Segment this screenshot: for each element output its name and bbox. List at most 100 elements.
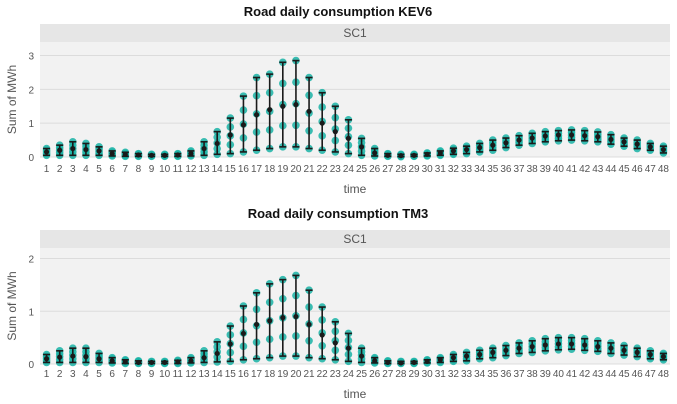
x-tick-label: 39 [540,369,552,380]
x-tick-label: 5 [96,164,102,175]
x-tick-label: 40 [553,369,565,380]
x-tick-label: 33 [461,369,473,380]
mean-point [358,353,365,359]
x-tick-label: 24 [343,164,355,175]
facet-strip [40,230,670,248]
x-tick-label: 19 [277,164,289,175]
x-tick-label: 14 [212,164,224,175]
mean-point [555,132,562,138]
x-tick-label: 32 [448,369,460,380]
mean-point [332,340,338,346]
x-tick-label: 4 [83,369,89,380]
x-tick-label: 46 [632,164,644,175]
mean-point [267,107,273,113]
y-axis-label: Sum of MWh [5,65,19,134]
x-tick-label: 21 [304,369,316,380]
mean-point [70,353,76,359]
mean-point [490,349,496,355]
mean-point [43,356,50,362]
mean-point [70,145,76,152]
mean-point [201,145,207,152]
x-tick-label: 40 [553,164,565,175]
mean-point [411,359,417,366]
mean-point [477,144,483,151]
mean-point [280,103,286,109]
x-tick-label: 28 [395,164,407,175]
mean-point [83,354,89,360]
x-tick-label: 38 [527,369,539,380]
mean-point [647,351,653,358]
mean-point [57,147,63,153]
mean-point [372,358,378,364]
x-tick-label: 46 [632,369,644,380]
x-tick-label: 48 [658,164,670,175]
mean-point [529,135,535,141]
x-tick-label: 20 [290,369,302,380]
x-tick-label: 29 [409,369,421,380]
mean-point [319,120,325,126]
x-tick-label: 3 [70,369,76,380]
mean-point [398,153,404,159]
x-tick-label: 45 [619,164,631,175]
mean-point [358,144,365,150]
x-tick-label: 45 [619,369,631,380]
mean-point [437,150,443,156]
mean-point [477,351,483,358]
mean-point [372,150,378,156]
mean-point [463,146,470,153]
mean-point [621,139,627,145]
mean-point [148,359,155,366]
mean-point [227,132,233,138]
mean-point [345,345,352,351]
x-tick-label: 42 [579,164,591,175]
x-tick-label: 10 [159,164,171,175]
mean-point [135,359,142,366]
mean-point [621,347,627,353]
x-tick-label: 37 [514,369,526,380]
x-tick-label: 31 [435,369,447,380]
facet-strip [40,24,670,42]
x-tick-label: 30 [422,369,434,380]
mean-point [568,132,575,138]
facet-label: SC1 [343,232,367,246]
x-tick-label: 42 [579,369,591,380]
x-tick-label: 28 [395,369,407,380]
x-tick-label: 31 [435,164,447,175]
y-tick-label: 1 [28,119,34,130]
mean-point [96,356,102,362]
mean-point [595,344,601,350]
mean-point [503,140,509,146]
x-tick-label: 41 [566,369,578,380]
mean-point [385,359,391,366]
mean-point [595,134,601,140]
x-tick-label: 34 [474,164,486,175]
mean-point [568,341,575,347]
x-tick-label: 47 [645,369,657,380]
mean-point [214,140,220,147]
mean-point [660,146,667,153]
mean-point [122,359,128,365]
plot-panel [40,248,670,364]
x-tick-label: 36 [500,164,512,175]
mean-point [516,137,522,143]
x-tick-label: 22 [317,369,329,380]
mean-point [660,354,667,360]
x-tick-label: 41 [566,164,578,175]
mean-point [490,142,496,148]
x-tick-label: 43 [592,369,604,380]
x-tick-label: 11 [173,164,184,175]
x-tick-label: 32 [448,164,460,175]
mean-point [201,355,207,361]
mean-point [647,144,653,150]
x-tick-label: 6 [109,164,115,175]
mean-point [293,313,299,320]
y-tick-label: 2 [28,85,34,96]
x-tick-label: 15 [225,369,237,380]
x-tick-label: 20 [290,164,302,175]
chart-title: Road daily consumption TM3 [248,206,429,221]
mean-point [424,151,430,157]
x-tick-label: 3 [70,164,76,175]
mean-point [608,345,614,351]
